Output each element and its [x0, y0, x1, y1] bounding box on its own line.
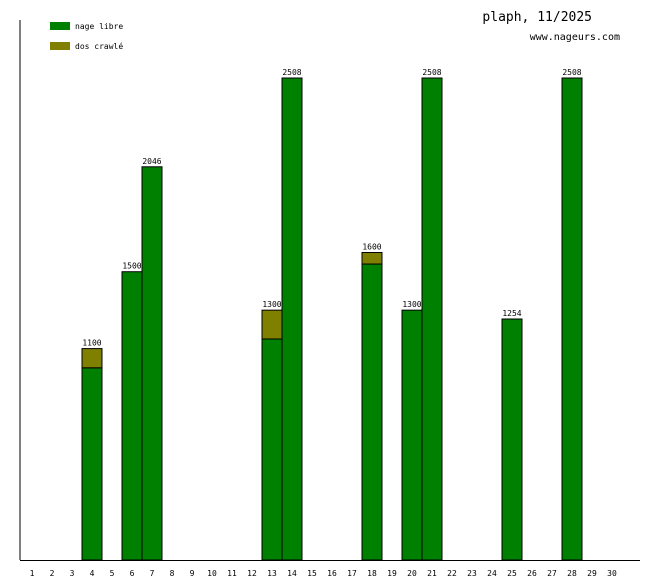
bar-value-label: 2508 [562, 68, 581, 77]
bar-value-label: 1500 [122, 262, 141, 271]
legend-item-nage-libre: nage libre [50, 16, 123, 36]
x-tick-label: 22 [447, 569, 457, 578]
x-tick-label: 17 [347, 569, 357, 578]
x-tick-label: 23 [467, 569, 477, 578]
legend-item-dos-crawle: dos crawlé [50, 36, 123, 56]
bar-dos-crawle [261, 309, 283, 340]
bar-nage-libre [121, 271, 143, 561]
legend-label: dos crawlé [75, 41, 124, 51]
x-tick-label: 25 [507, 569, 517, 578]
x-tick-label: 14 [287, 569, 297, 578]
bar-nage-libre [261, 338, 283, 561]
x-tick-label: 16 [327, 569, 337, 578]
x-tick-label: 30 [607, 569, 617, 578]
axes [19, 20, 640, 561]
bar-nage-libre [141, 166, 163, 561]
bar-nage-libre [281, 77, 303, 561]
bar-nage-libre [81, 367, 103, 561]
bar-dos-crawle [361, 252, 383, 265]
bar-value-label: 2508 [282, 68, 301, 77]
bars [81, 77, 583, 561]
x-tick-labels: 1 2 3 4 5 6 7 8 9 10 11 12 13 14 15 16 17 18 19 20 21 22 23 24 2… [30, 569, 617, 578]
x-tick-label: 9 [190, 569, 195, 578]
x-tick-label: 28 [567, 569, 577, 578]
bar-nage-libre [561, 77, 583, 561]
bar-value-label: 1300 [402, 300, 421, 309]
x-tick-label: 2 [50, 569, 55, 578]
x-tick-label: 4 [90, 569, 95, 578]
value-labels: 1100 1500 2046 1300 2508 1600 1300 2508 1254 2508 [82, 68, 581, 348]
x-tick-label: 26 [527, 569, 537, 578]
x-tick-label: 1 [30, 569, 35, 578]
bar-value-label: 1100 [82, 339, 101, 348]
x-tick-label: 6 [130, 569, 135, 578]
bar-nage-libre [401, 309, 423, 561]
legend-swatch-dos-crawle [50, 42, 70, 50]
bar-value-label: 1254 [502, 309, 521, 318]
x-tick-label: 27 [547, 569, 557, 578]
legend: nage libre dos crawlé [50, 16, 123, 56]
bar-nage-libre [501, 318, 523, 561]
bar-value-label: 2046 [142, 157, 161, 166]
bar-nage-libre [361, 263, 383, 561]
bar-value-label: 2508 [422, 68, 441, 77]
x-tick-label: 21 [427, 569, 437, 578]
legend-swatch-nage-libre [50, 22, 70, 30]
site-link[interactable]: www.nageurs.com [529, 32, 620, 43]
x-tick-label: 8 [170, 569, 175, 578]
x-tick-label: 10 [207, 569, 217, 578]
x-tick-label: 13 [267, 569, 277, 578]
x-tick-label: 12 [247, 569, 257, 578]
bar-value-label: 1300 [262, 300, 281, 309]
x-tick-label: 5 [110, 569, 115, 578]
x-tick-label: 24 [487, 569, 497, 578]
bar-value-label: 1600 [362, 243, 381, 252]
x-tick-label: 11 [227, 569, 237, 578]
bar-nage-libre [421, 77, 443, 561]
bar-dos-crawle [81, 348, 103, 369]
x-tick-label: 19 [387, 569, 397, 578]
x-tick-label: 20 [407, 569, 417, 578]
x-tick-label: 18 [367, 569, 377, 578]
x-tick-label: 15 [307, 569, 317, 578]
x-tick-label: 7 [150, 569, 155, 578]
legend-label: nage libre [75, 21, 124, 31]
chart-title: plaph, 11/2025 [482, 10, 592, 25]
x-tick-label: 29 [587, 569, 597, 578]
x-tick-label: 3 [70, 569, 75, 578]
